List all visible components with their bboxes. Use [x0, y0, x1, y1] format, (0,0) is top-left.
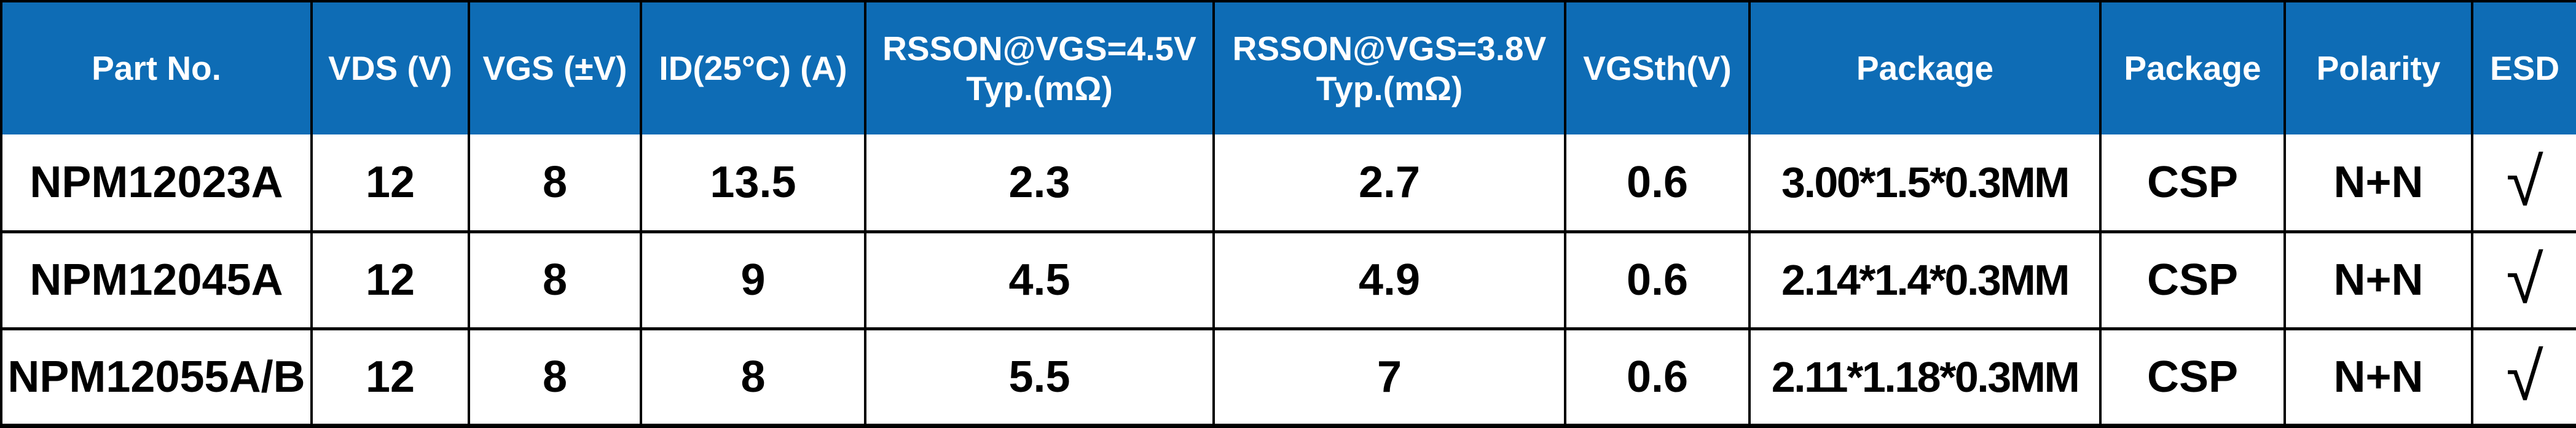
header-cell-rsson-4v5: RSSON@VGS=4.5V Typ.(mΩ)	[865, 1, 1215, 134]
cell-package-size: 2.11*1.18*0.3MM	[1749, 327, 2102, 426]
header-cell-id-25c: ID(25°C) (A)	[641, 1, 866, 134]
esd-check-mark: √	[2506, 144, 2543, 220]
cell-vds: 12	[312, 230, 470, 329]
header-cell-rsson-3v8: RSSON@VGS=3.8V Typ.(mΩ)	[1214, 1, 1566, 134]
cell-rsson-3v8: 7	[1214, 327, 1566, 426]
cell-id-25c: 9	[641, 230, 866, 329]
header-cell-vds: VDS (V)	[312, 1, 470, 134]
header-cell-vgs: VGS (±V)	[469, 1, 642, 134]
cell-vgs: 8	[469, 134, 642, 232]
cell-rsson-4v5: 4.5	[865, 230, 1215, 329]
cell-package-type: CSP	[2100, 134, 2286, 232]
cell-vds: 12	[312, 327, 470, 426]
header-cell-vgsth: VGSth(V)	[1565, 1, 1751, 134]
header-cell-package-type: Package	[2100, 1, 2286, 134]
cell-package-type: CSP	[2100, 230, 2286, 329]
table-header: Part No. VDS (V) VGS (±V) ID(25°C) (A) RSSON…	[1, 1, 2576, 134]
table-body: NPM12023A 12 8 13.5 2.3 2.7 0.6 3.00*1.5*0.3MM C…	[1, 134, 2576, 426]
table-row: NPM12045A 12 8 9 4.5 4.9 0.6 2.14*1.4*0.3MM CSP N…	[1, 230, 2576, 329]
cell-part-no: NPM12045A	[1, 230, 313, 329]
header-cell-package-size: Package	[1749, 1, 2102, 134]
cell-vgs: 8	[469, 327, 642, 426]
table-row: NPM12023A 12 8 13.5 2.3 2.7 0.6 3.00*1.5*0.3MM C…	[1, 134, 2576, 232]
cell-polarity: N+N	[2285, 134, 2473, 232]
header-cell-polarity: Polarity	[2285, 1, 2473, 134]
cell-vgsth: 0.6	[1565, 327, 1751, 426]
cell-part-no: NPM12055A/B	[1, 327, 313, 426]
cell-vgsth: 0.6	[1565, 134, 1751, 232]
header-row: Part No. VDS (V) VGS (±V) ID(25°C) (A) RSSON…	[1, 1, 2576, 134]
cell-vgsth: 0.6	[1565, 230, 1751, 329]
cell-vds: 12	[312, 134, 470, 232]
cell-polarity: N+N	[2285, 327, 2473, 426]
cell-id-25c: 13.5	[641, 134, 866, 232]
cell-rsson-3v8: 2.7	[1214, 134, 1566, 232]
header-cell-esd: ESD	[2472, 1, 2576, 134]
cell-package-type: CSP	[2100, 327, 2286, 426]
cell-rsson-3v8: 4.9	[1214, 230, 1566, 329]
esd-check-mark: √	[2472, 327, 2576, 426]
cell-rsson-4v5: 5.5	[865, 327, 1215, 426]
cell-package-size: 2.14*1.4*0.3MM	[1749, 230, 2102, 329]
esd-check-mark: √	[2472, 230, 2576, 329]
table-row: NPM12055A/B 12 8 8 5.5 7 0.6 2.11*1.18*0.3MM CSP…	[1, 327, 2576, 426]
header-cell-part-no: Part No.	[1, 1, 313, 134]
cell-rsson-4v5: 2.3	[865, 134, 1215, 232]
cell-part-no: NPM12023A	[1, 134, 313, 232]
cell-polarity: N+N	[2285, 230, 2473, 329]
cell-package-size: 3.00*1.5*0.3MM	[1749, 134, 2102, 232]
cell-vgs: 8	[469, 230, 642, 329]
cell-id-25c: 8	[641, 327, 866, 426]
